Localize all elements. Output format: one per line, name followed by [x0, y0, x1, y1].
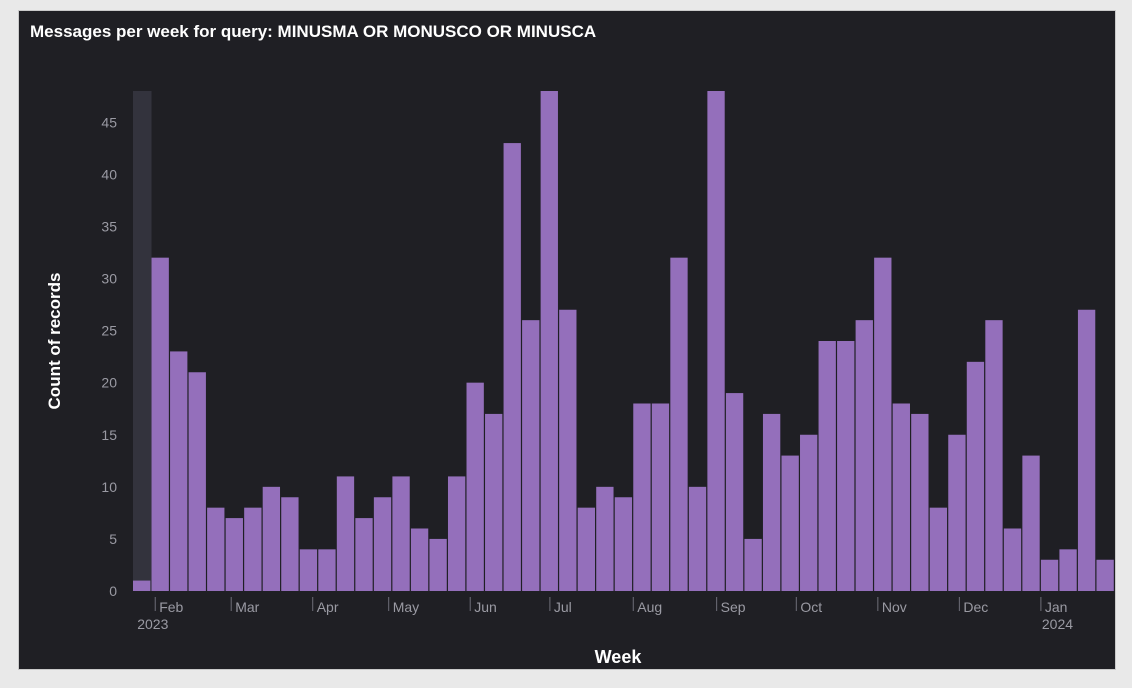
- y-tick-label: 30: [101, 271, 117, 287]
- bar: [355, 518, 373, 591]
- bar: [188, 372, 206, 591]
- bar: [892, 403, 910, 591]
- bar: [948, 434, 966, 591]
- bar: [670, 257, 688, 591]
- y-tick-label: 10: [101, 479, 117, 495]
- bar: [170, 351, 188, 591]
- x-tick-label: Jan: [1045, 599, 1068, 615]
- x-tick-label: Aug: [637, 599, 662, 615]
- chart-title: Messages per week for query: MINUSMA OR …: [30, 22, 597, 41]
- y-tick-label: 15: [101, 427, 117, 443]
- bar: [244, 507, 262, 591]
- bar: [744, 538, 762, 591]
- bar: [929, 507, 948, 591]
- bar: [281, 497, 299, 591]
- bar: [1040, 559, 1059, 591]
- bar: [466, 382, 484, 591]
- bar: [966, 361, 985, 591]
- bar: [1096, 559, 1114, 591]
- y-tick-label: 0: [109, 583, 117, 599]
- bar: [559, 309, 577, 591]
- bar: [447, 476, 466, 591]
- x-tick-label: Mar: [235, 599, 259, 615]
- bar: [540, 91, 558, 591]
- y-axis-title: Count of records: [45, 273, 64, 410]
- x-tick-label: Feb: [159, 599, 183, 615]
- bar: [392, 476, 410, 591]
- bar: [651, 403, 670, 591]
- bar: [318, 549, 336, 591]
- bar: [577, 507, 596, 591]
- bar: [485, 413, 503, 591]
- bar: [707, 91, 725, 591]
- x-tick-label: Jun: [474, 599, 497, 615]
- x-tick-label: Apr: [317, 599, 339, 615]
- bar: [800, 434, 818, 591]
- x-tick-label: Nov: [882, 599, 907, 615]
- bar: [207, 507, 225, 591]
- bar: [985, 320, 1003, 591]
- bar: [133, 580, 151, 591]
- bar: [262, 486, 281, 591]
- bar: [225, 518, 243, 591]
- x-tick-year: 2024: [1042, 616, 1073, 632]
- bar: [1003, 528, 1022, 591]
- y-tick-label: 25: [101, 323, 117, 339]
- y-tick-label: 20: [101, 375, 117, 391]
- y-tick-label: 40: [101, 166, 117, 182]
- bar: [1059, 549, 1077, 591]
- bar: [633, 403, 651, 591]
- bar: [688, 486, 707, 591]
- x-tick-label: Jul: [554, 599, 572, 615]
- bar: [855, 320, 873, 591]
- bar: [1022, 455, 1040, 591]
- x-tick-label: Oct: [800, 599, 822, 615]
- highlight-band: [133, 91, 152, 591]
- y-tick-label: 35: [101, 218, 117, 234]
- x-tick-label: Sep: [721, 599, 746, 615]
- bar: [1077, 309, 1096, 591]
- x-tick-label: Dec: [963, 599, 988, 615]
- bar: [429, 538, 447, 591]
- bar: [837, 341, 855, 591]
- bar: [818, 341, 836, 591]
- bar: [874, 257, 892, 591]
- bar: [522, 320, 540, 591]
- bar: [373, 497, 392, 591]
- y-tick-label: 45: [101, 114, 117, 130]
- bar: [762, 413, 781, 591]
- bar: [503, 143, 521, 592]
- chart-panel: Messages per week for query: MINUSMA OR …: [18, 10, 1116, 670]
- bar: [410, 528, 429, 591]
- x-tick-label: May: [393, 599, 419, 615]
- y-tick-label: 5: [109, 531, 117, 547]
- bar: [614, 497, 633, 591]
- bar: [781, 455, 799, 591]
- x-tick-year: 2023: [137, 616, 168, 632]
- bar: [299, 549, 318, 591]
- bar: [336, 476, 355, 591]
- bar: [911, 413, 929, 591]
- bar: [151, 257, 169, 591]
- bar: [725, 393, 744, 591]
- x-axis-title: Week: [595, 647, 643, 667]
- bar: [596, 486, 614, 591]
